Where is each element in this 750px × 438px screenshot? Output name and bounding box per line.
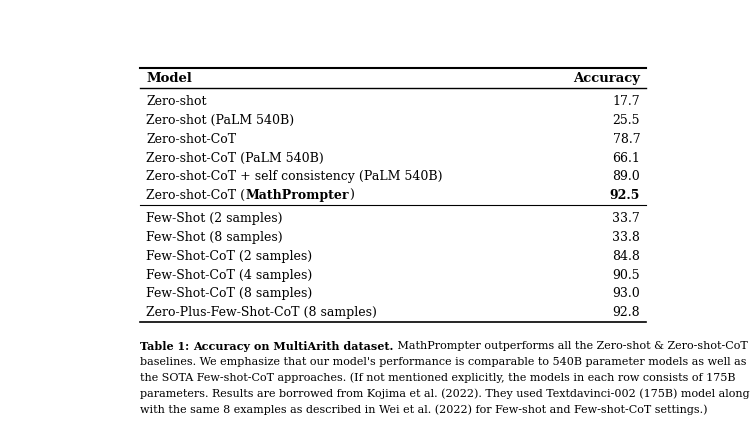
Text: 92.8: 92.8 xyxy=(613,306,640,319)
Text: Accuracy on MultiArith dataset.: Accuracy on MultiArith dataset. xyxy=(194,341,394,352)
Text: 92.5: 92.5 xyxy=(610,189,640,202)
Text: Few-Shot-CoT (4 samples): Few-Shot-CoT (4 samples) xyxy=(146,268,312,282)
Text: baselines. We emphasize that our model's performance is comparable to 540B param: baselines. We emphasize that our model's… xyxy=(140,357,747,367)
Text: Few-Shot-CoT (2 samples): Few-Shot-CoT (2 samples) xyxy=(146,250,312,263)
Text: 84.8: 84.8 xyxy=(612,250,640,263)
Text: Few-Shot (8 samples): Few-Shot (8 samples) xyxy=(146,231,283,244)
Text: 89.0: 89.0 xyxy=(612,170,640,184)
Text: 17.7: 17.7 xyxy=(613,95,640,108)
Text: 90.5: 90.5 xyxy=(613,268,640,282)
Text: 66.1: 66.1 xyxy=(612,152,640,165)
Text: with the same 8 examples as described in Wei et al. (2022) for Few-shot and Few-: with the same 8 examples as described in… xyxy=(140,404,708,415)
Text: Zero-shot: Zero-shot xyxy=(146,95,206,108)
Text: 93.0: 93.0 xyxy=(612,287,640,300)
Text: Accuracy: Accuracy xyxy=(573,72,640,85)
Text: Zero-shot-CoT (: Zero-shot-CoT ( xyxy=(146,189,245,202)
Text: 78.7: 78.7 xyxy=(613,133,640,146)
Text: Zero-shot-CoT + self consistency (PaLM 540B): Zero-shot-CoT + self consistency (PaLM 5… xyxy=(146,170,442,184)
Text: 25.5: 25.5 xyxy=(613,114,640,127)
Text: 33.8: 33.8 xyxy=(612,231,640,244)
Text: Table 1:: Table 1: xyxy=(140,341,194,352)
Text: ): ) xyxy=(349,189,353,202)
Text: Model: Model xyxy=(146,72,192,85)
Text: the SOTA Few-shot-CoT approaches. (If not mentioned explicitly, the models in ea: the SOTA Few-shot-CoT approaches. (If no… xyxy=(140,372,736,383)
Text: MathPrompter outperforms all the Zero-shot & Zero-shot-CoT: MathPrompter outperforms all the Zero-sh… xyxy=(394,341,747,351)
Text: Few-Shot (2 samples): Few-Shot (2 samples) xyxy=(146,212,283,225)
Text: Zero-Plus-Few-Shot-CoT (8 samples): Zero-Plus-Few-Shot-CoT (8 samples) xyxy=(146,306,377,319)
Text: Zero-shot-CoT: Zero-shot-CoT xyxy=(146,133,236,146)
Text: MathPrompter: MathPrompter xyxy=(245,189,349,202)
Text: Few-Shot-CoT (8 samples): Few-Shot-CoT (8 samples) xyxy=(146,287,312,300)
Text: Zero-shot-CoT (PaLM 540B): Zero-shot-CoT (PaLM 540B) xyxy=(146,152,324,165)
Text: parameters. Results are borrowed from Kojima et al. (2022). They used Textdavinc: parameters. Results are borrowed from Ko… xyxy=(140,389,750,399)
Text: Zero-shot (PaLM 540B): Zero-shot (PaLM 540B) xyxy=(146,114,294,127)
Text: 33.7: 33.7 xyxy=(612,212,640,225)
